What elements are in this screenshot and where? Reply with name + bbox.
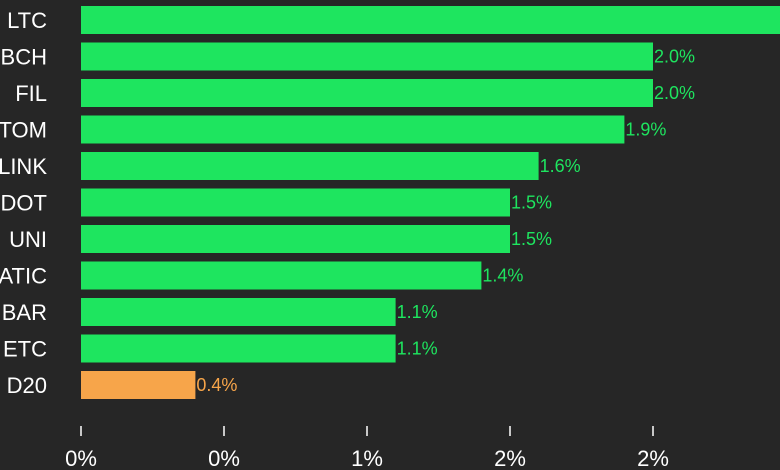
x-tick-label-2: 1% [351,446,383,470]
x-tick-label-4: 2% [637,446,669,470]
x-tick-label-1: 0% [208,446,240,470]
value-label-bar: 1.1% [397,302,438,322]
bar-d20 [81,371,196,399]
x-tick-label-0: 0% [65,446,97,470]
category-label-ltc: LTC [7,8,47,33]
bar-dot [81,188,510,217]
value-label-dot: 1.5% [511,193,552,213]
bar-etc [81,334,396,363]
x-tick-label-3: 2% [494,446,526,470]
value-label-atic: 1.4% [482,266,523,286]
value-label-d20: 0.4% [196,375,237,395]
value-label-fil: 2.0% [654,83,695,103]
category-label-bar: BAR [2,300,47,325]
value-labels: 22.0%2.0%1.9%1.6%1.5%1.5%1.4%1.1%1.1%0.4… [196,47,695,396]
bar-link [81,152,539,180]
category-label-tom: TOM [0,118,47,143]
bar-bch [81,42,653,71]
category-label-atic: ATIC [0,264,47,289]
value-label-link: 1.6% [540,156,581,176]
category-label-fil: FIL [15,81,47,106]
bar-bar [81,298,396,326]
bar-uni [81,225,510,253]
category-label-dot: DOT [1,191,47,216]
category-label-uni: UNI [9,227,47,252]
bar-ltc [81,6,780,34]
bar-fil [81,79,653,107]
value-label-etc: 1.1% [397,339,438,359]
category-labels: LTC BCH FIL TOM LINK DOT UNI ATIC BAR ETC D20 [0,8,47,398]
category-label-link: LINK [0,154,47,179]
bars-layer [81,6,780,399]
bar-tom [81,115,625,144]
value-label-bch: 2.0% [654,47,695,67]
value-label-uni: 1.5% [511,229,552,249]
category-label-bch: BCH [1,45,47,70]
x-axis: 0% 0% 1% 2% 2% [65,426,669,470]
category-label-etc: ETC [3,337,47,362]
value-label-tom: 1.9% [625,120,666,140]
bar-atic [81,261,482,290]
category-label-d20: D20 [7,373,47,398]
